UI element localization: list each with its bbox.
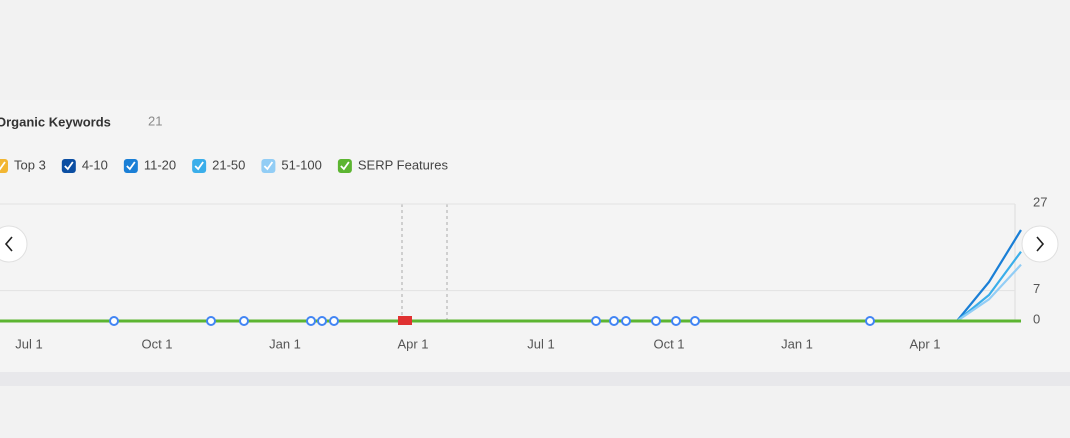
update-marker xyxy=(591,316,601,326)
x-tick-label: Apr 1 xyxy=(909,336,940,351)
legend-item[interactable]: 51-100 xyxy=(261,157,322,173)
legend-checkbox xyxy=(61,159,76,173)
update-marker xyxy=(329,316,339,326)
update-marker xyxy=(865,316,875,326)
x-tick-label: Jan 1 xyxy=(269,336,301,351)
y-tick-label: 7 xyxy=(1033,281,1040,296)
legend-checkbox xyxy=(337,159,352,173)
nav-next[interactable] xyxy=(1021,225,1059,263)
update-marker xyxy=(317,316,327,326)
legend-item[interactable]: Top 3 xyxy=(0,157,46,173)
update-marker xyxy=(609,316,619,326)
update-marker xyxy=(690,316,700,326)
legend-item[interactable]: 4-10 xyxy=(61,157,108,173)
legend-item[interactable]: 11-20 xyxy=(123,157,176,173)
update-marker xyxy=(621,316,631,326)
update-marker xyxy=(206,316,216,326)
plot: 0 7 27 Jul 1 Oct 1 Jan 1 Apr 1 Jul 1 Oct 1 Jan 1 A… xyxy=(0,194,1047,351)
legend-check xyxy=(263,161,274,171)
legend-item[interactable]: 21-50 xyxy=(192,157,245,173)
legend-label: 51-100 xyxy=(281,157,321,172)
legend-checkbox xyxy=(192,159,207,173)
update-marker xyxy=(306,316,316,326)
legend-label: 21-50 xyxy=(212,157,245,172)
chart-title: Organic Keywords xyxy=(0,114,111,129)
legend-label: 4-10 xyxy=(82,157,108,172)
legend: Top 3 4-10 11-20 21-50 51-100 SERP Features xyxy=(0,157,448,173)
legend-check xyxy=(126,161,136,171)
flag-marker xyxy=(398,316,412,325)
update-marker xyxy=(109,316,119,326)
y-tick-label: 27 xyxy=(1033,194,1047,209)
legend-check xyxy=(64,161,74,171)
legend-checkbox xyxy=(261,159,276,173)
x-tick-label: Oct 1 xyxy=(653,336,684,351)
y-tick-label: 0 xyxy=(1033,311,1040,326)
legend-item[interactable]: SERP Features xyxy=(337,157,449,173)
x-tick-label: Oct 1 xyxy=(141,336,172,351)
legend-label: SERP Features xyxy=(358,157,449,172)
x-tick-label: Jan 1 xyxy=(781,336,813,351)
card xyxy=(0,100,1070,372)
legend-checkbox xyxy=(123,159,138,173)
chart-subtitle: 21 xyxy=(148,113,162,128)
update-marker xyxy=(651,316,661,326)
legend-label: 11-20 xyxy=(144,157,176,172)
legend-check xyxy=(0,161,6,171)
update-marker xyxy=(239,316,249,326)
update-marker xyxy=(671,316,681,326)
card-footer xyxy=(0,372,1070,386)
x-tick-label: Jul 1 xyxy=(527,336,554,351)
legend-label: Top 3 xyxy=(14,157,46,172)
x-tick-label: Apr 1 xyxy=(397,336,428,351)
x-tick-label: Jul 1 xyxy=(15,336,42,351)
nav-prev[interactable] xyxy=(0,225,28,263)
legend-check xyxy=(340,161,350,171)
legend-checkbox xyxy=(0,159,8,173)
legend-check xyxy=(194,161,204,171)
